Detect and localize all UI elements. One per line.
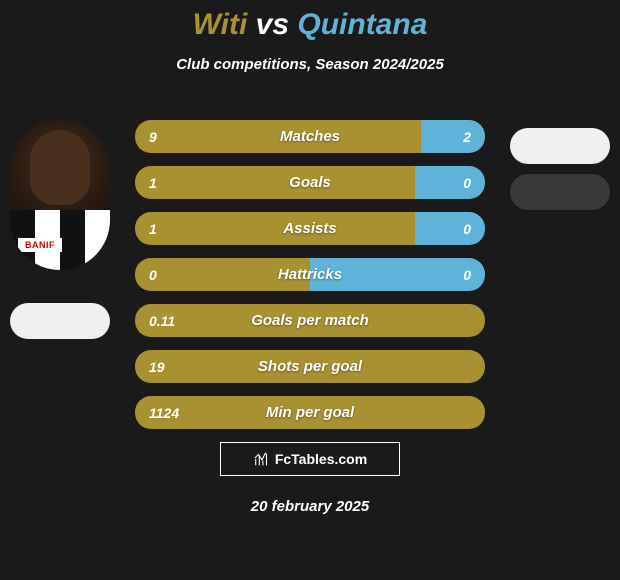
stat-bar-left: 1 [135, 166, 415, 199]
avatar-sponsor-banner: BANIF [18, 238, 62, 252]
stat-row: 0.11Goals per match [135, 304, 485, 337]
source-logo-text: FcTables.com [275, 451, 367, 467]
stat-bar-left: 19 [135, 350, 485, 383]
stat-bar-left: 1124 [135, 396, 485, 429]
title-vs: vs [256, 8, 289, 41]
club-badge-left [10, 303, 110, 339]
stats-bars: 92Matches 10Goals 10Assists 00Hattricks 0.11… [135, 120, 485, 442]
stat-bar-left: 9 [135, 120, 421, 153]
avatar-left: BANIF [10, 120, 110, 270]
club-badge-right-1 [510, 128, 610, 164]
source-logo-box: FcTables.com [220, 442, 400, 476]
stat-row: 1124Min per goal [135, 396, 485, 429]
page-title: Witi vs Quintana [0, 0, 620, 42]
stat-bar-right: 0 [415, 166, 485, 199]
avatar-face-shape [30, 130, 90, 205]
subtitle: Club competitions, Season 2024/2025 [0, 56, 620, 73]
stat-row: 10Goals [135, 166, 485, 199]
club-badge-right-2 [510, 174, 610, 210]
avatar-left-image: BANIF [10, 120, 110, 270]
stat-row: 10Assists [135, 212, 485, 245]
stat-bar-left: 0 [135, 258, 310, 291]
stat-row: 19Shots per goal [135, 350, 485, 383]
infographic-container: Witi vs Quintana Club competitions, Seas… [0, 0, 620, 580]
stat-bar-right: 0 [415, 212, 485, 245]
stat-bar-left: 0.11 [135, 304, 485, 337]
chart-icon [253, 450, 271, 468]
stat-bar-right: 0 [310, 258, 485, 291]
stat-row: 92Matches [135, 120, 485, 153]
date-text: 20 february 2025 [0, 498, 620, 515]
stat-bar-left: 1 [135, 212, 415, 245]
stat-row: 00Hattricks [135, 258, 485, 291]
title-player1: Witi [193, 8, 248, 41]
stat-bar-right: 2 [421, 120, 485, 153]
title-player2: Quintana [297, 8, 427, 41]
